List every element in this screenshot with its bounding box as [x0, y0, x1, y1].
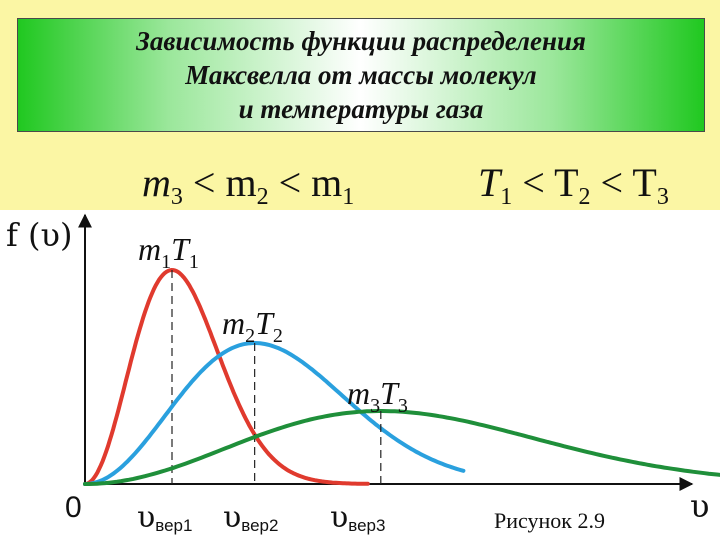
- curve-label-subscript: 1: [189, 251, 199, 273]
- curve-label-subscript: 3: [370, 395, 380, 417]
- curve-label-symbol: m: [347, 375, 370, 411]
- curve-label-symbol: m: [138, 231, 161, 267]
- x-tick-label-2: υвер2: [223, 500, 278, 535]
- curve-label-symbol: T: [171, 231, 191, 267]
- curve-label-subscript: 1: [161, 251, 171, 273]
- curve-label-symbol: m: [222, 305, 245, 341]
- curve-label-symbol: T: [255, 305, 275, 341]
- x-tick-symbol: υ: [223, 500, 241, 535]
- x-tick-symbol: υ: [137, 500, 155, 535]
- mass-condition: m3 < m2 < m1: [142, 160, 355, 210]
- y-axis-label: f (υ): [6, 216, 72, 254]
- temperature-condition: T1 < T2 < T3: [478, 160, 669, 210]
- curve-label-subscript: 2: [273, 325, 283, 347]
- x-tick-subscript: вер1: [155, 516, 192, 535]
- origin-label: 0: [65, 491, 82, 524]
- title-line-2: Максвелла от массы молекул: [185, 60, 537, 90]
- x-tick-subscript: вер3: [348, 516, 385, 535]
- figure-caption: Рисунок 2.9: [494, 508, 605, 533]
- curve-label-subscript: 3: [398, 395, 408, 417]
- curve-m2T2: [83, 341, 466, 486]
- title-line-1: Зависимость функции распределения: [136, 26, 586, 56]
- curve-label-m3T3: m3T3: [347, 375, 408, 417]
- curve-label-m2T2: m2T2: [222, 305, 283, 347]
- x-tick-label-1: υвер1: [137, 500, 192, 535]
- curve-label-symbol: T: [380, 375, 400, 411]
- curve-label-subscript: 2: [245, 325, 255, 347]
- curve-m1T1: [83, 267, 370, 486]
- curve-m3T3: [83, 409, 720, 486]
- title-line-3: и температуры газа: [238, 94, 484, 124]
- x-axis-label: υ: [690, 487, 709, 525]
- title-box: Зависимость функции распределения Максве…: [17, 18, 705, 132]
- x-tick-subscript: вер2: [241, 516, 278, 535]
- curve-label-m1T1: m1T1: [138, 231, 199, 273]
- x-tick-symbol: υ: [330, 500, 348, 535]
- x-tick-label-3: υвер3: [330, 500, 385, 535]
